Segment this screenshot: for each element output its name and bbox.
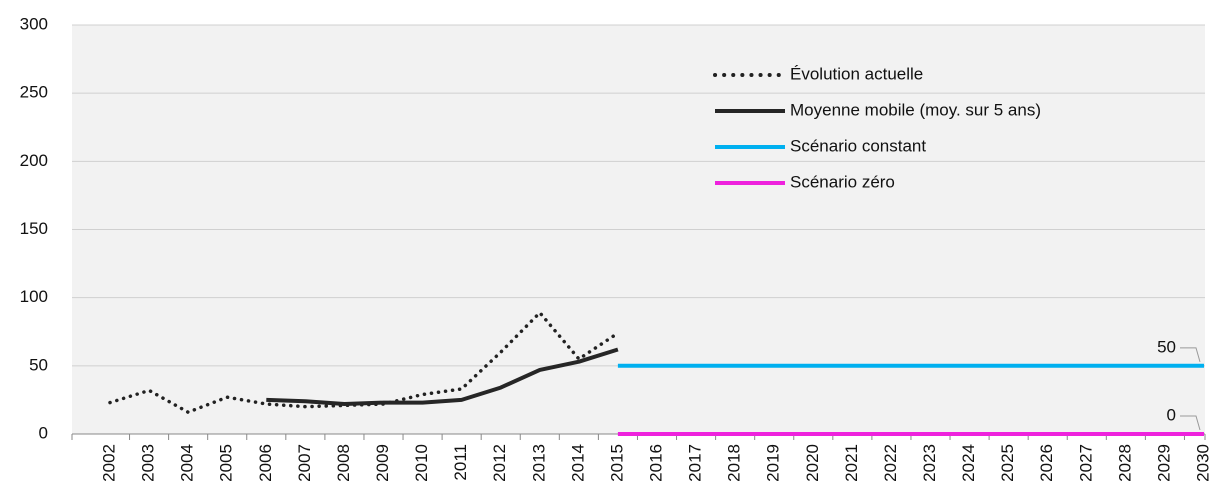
y-tick-label: 0 — [39, 423, 48, 442]
x-tick-label: 2006 — [256, 444, 275, 482]
y-tick-label: 100 — [20, 287, 48, 306]
x-tick-label: 2016 — [646, 444, 665, 482]
y-tick-label: 300 — [20, 14, 48, 33]
x-tick-label: 2002 — [99, 444, 118, 482]
x-tick-label: 2008 — [334, 444, 353, 482]
x-tick-label: 2028 — [1115, 444, 1134, 482]
series-line — [108, 310, 620, 414]
x-tick-label: 2011 — [451, 444, 470, 481]
x-tick-label: 2015 — [607, 444, 626, 482]
y-tick-label: 250 — [20, 83, 48, 102]
x-tick-label: 2012 — [490, 444, 509, 482]
x-tick-label: 2004 — [178, 444, 197, 482]
x-tick-label: 2021 — [842, 444, 861, 482]
legend-label: Scénario constant — [790, 136, 926, 155]
data-label: 50 — [1157, 337, 1176, 356]
x-tick-label: 2005 — [217, 444, 236, 482]
x-tick-label: 2013 — [529, 444, 548, 482]
x-tick-label: 2026 — [1037, 444, 1056, 482]
x-tick-label: 2009 — [373, 444, 392, 482]
series-line — [266, 347, 619, 406]
x-tick-label: 2019 — [764, 444, 783, 482]
x-tick-label: 2022 — [881, 444, 900, 482]
x-tick-label: 2017 — [686, 444, 705, 482]
x-tick-label: 2030 — [1193, 444, 1212, 482]
x-tick-label: 2024 — [959, 444, 978, 482]
legend-label: Moyenne mobile (moy. sur 5 ans) — [790, 100, 1041, 119]
x-tick-label: 2020 — [803, 444, 822, 482]
x-tick-label: 2010 — [412, 444, 431, 482]
x-tick-label: 2027 — [1076, 444, 1095, 482]
x-tick-label: 2029 — [1154, 444, 1173, 482]
y-tick-label: 150 — [20, 219, 48, 238]
x-tick-label: 2003 — [139, 444, 158, 482]
x-tick-label: 2018 — [725, 444, 744, 482]
y-tick-label: 50 — [29, 355, 48, 374]
x-tick-label: 2025 — [998, 444, 1017, 482]
label-leader — [1180, 347, 1201, 362]
data-label: 0 — [1167, 405, 1176, 424]
label-leader — [1180, 415, 1201, 431]
x-tick-label: 2007 — [295, 444, 314, 482]
legend-label: Évolution actuelle — [790, 64, 923, 83]
legend-label: Scénario zéro — [790, 172, 895, 191]
x-tick-label: 2023 — [920, 444, 939, 482]
x-tick-label: 2014 — [568, 444, 587, 482]
y-tick-label: 200 — [20, 151, 48, 170]
